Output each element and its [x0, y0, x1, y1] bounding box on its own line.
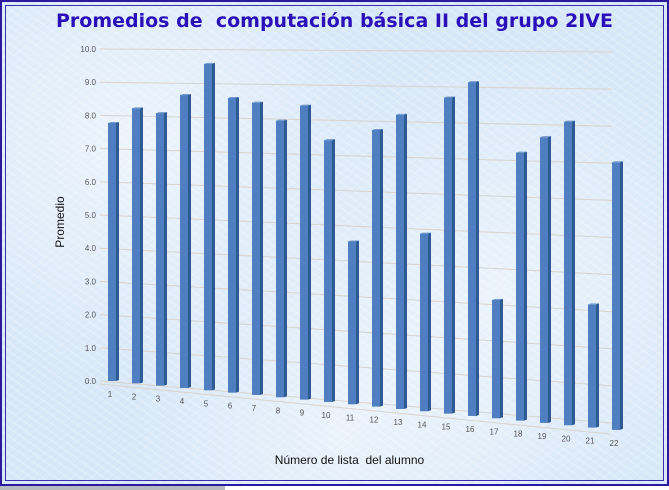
bar	[564, 120, 575, 426]
gridline	[99, 181, 613, 201]
y-tick-label: 7.0	[85, 145, 97, 154]
y-tick-label: 6.0	[85, 178, 97, 187]
y-tick-label: 9.0	[85, 78, 97, 87]
gridline	[99, 148, 613, 164]
bar	[180, 94, 191, 388]
floor-line	[99, 383, 611, 435]
x-tick-label: 3	[156, 395, 161, 404]
bar	[204, 62, 215, 391]
bar	[348, 240, 359, 405]
bar	[300, 104, 311, 400]
y-tick-label: 3.0	[85, 277, 97, 286]
x-axis-title: Número de lista del alumno	[274, 453, 425, 467]
x-tick-label: 10	[322, 411, 331, 420]
bar	[108, 121, 119, 381]
x-tick-label: 7	[252, 404, 257, 413]
gridline	[99, 48, 613, 53]
x-tick-label: 14	[418, 420, 427, 429]
y-tick-label: 4.0	[85, 244, 97, 253]
bar	[372, 128, 383, 407]
bar	[492, 298, 503, 419]
x-tick-label: 6	[228, 402, 233, 411]
x-tick-label: 20	[562, 434, 571, 443]
x-tick-label: 21	[586, 437, 595, 446]
chart-title: Promedios de computación básica II del g…	[55, 10, 613, 32]
x-tick-label: 11	[346, 413, 355, 422]
gridline	[99, 114, 613, 127]
y-tick-label: 5.0	[85, 211, 97, 220]
gridline	[99, 81, 613, 90]
x-tick-label: 17	[490, 427, 499, 436]
x-tick-label: 8	[276, 406, 281, 415]
bar	[588, 303, 599, 428]
x-tick-label: 13	[394, 418, 403, 427]
bar	[132, 107, 143, 384]
x-tick-label: 19	[538, 432, 547, 441]
x-tick-label: 16	[466, 425, 475, 434]
x-tick-label: 9	[300, 409, 305, 418]
bar	[396, 113, 407, 409]
x-tick-label: 22	[610, 439, 619, 448]
y-tick-label: 8.0	[85, 111, 97, 120]
gridline	[99, 214, 613, 238]
bar	[444, 96, 455, 414]
bar	[516, 151, 527, 421]
bar	[156, 112, 167, 386]
bar	[324, 139, 335, 402]
x-tick-label: 4	[180, 397, 185, 406]
bar	[612, 161, 623, 430]
bottom-strip	[0, 486, 225, 490]
y-tick-label: 2.0	[85, 311, 97, 320]
x-tick-label: 5	[204, 399, 209, 408]
x-tick-label: 12	[370, 416, 379, 425]
bar	[468, 81, 479, 416]
bar	[228, 96, 239, 393]
bar	[540, 136, 551, 423]
x-tick-label: 2	[132, 392, 137, 401]
y-tick-label: 10.0	[80, 45, 96, 54]
bar	[420, 232, 431, 412]
x-tick-label: 18	[514, 430, 523, 439]
bar	[276, 119, 287, 398]
x-tick-label: 1	[108, 390, 113, 399]
y-tick-label: 1.0	[85, 344, 97, 353]
y-axis-title: Promedio	[53, 196, 67, 248]
y-tick-label: 0.0	[85, 377, 97, 386]
bar	[252, 101, 263, 395]
x-tick-label: 15	[442, 423, 451, 432]
